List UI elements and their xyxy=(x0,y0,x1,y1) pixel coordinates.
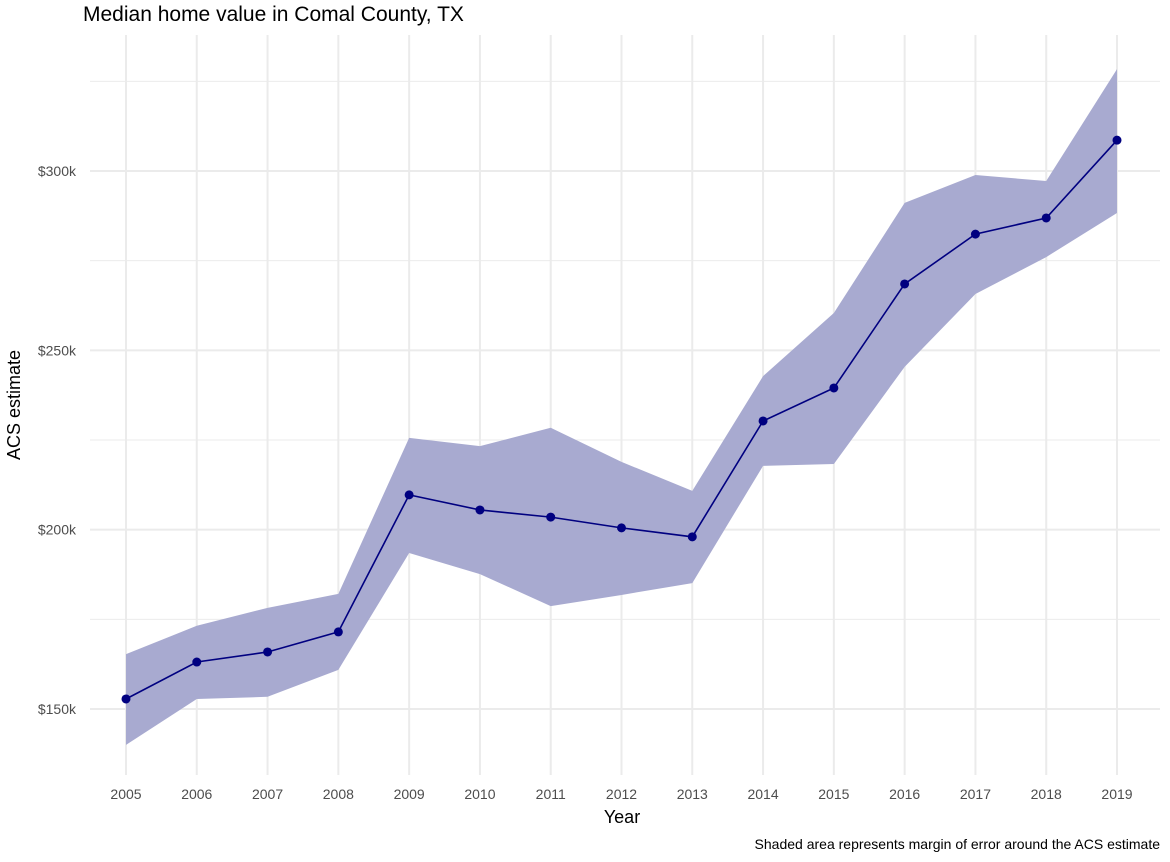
estimate-point xyxy=(1041,213,1051,223)
x-tick-label: 2019 xyxy=(1101,786,1132,802)
y-tick-label: $250k xyxy=(38,342,77,358)
y-tick-labels: $150k $200k $250k $300k xyxy=(38,163,77,717)
x-tick-labels: 2005 2006 2007 2008 2009 2010 2011 2012 2013 2014… xyxy=(110,786,1132,802)
margin-of-error-band-group xyxy=(126,69,1117,745)
estimate-point xyxy=(900,279,910,289)
estimate-points-group xyxy=(121,135,1122,704)
estimate-point xyxy=(263,647,273,657)
x-tick-label: 2011 xyxy=(536,786,566,802)
estimate-point xyxy=(758,416,768,426)
estimate-point xyxy=(475,505,485,515)
estimate-point xyxy=(333,627,343,637)
x-tick-label: 2013 xyxy=(677,786,708,802)
estimate-point xyxy=(970,229,980,239)
x-tick-label: 2016 xyxy=(889,786,920,802)
y-tick-label: $150k xyxy=(38,701,77,717)
estimate-point xyxy=(192,657,202,667)
x-tick-label: 2017 xyxy=(960,786,991,802)
x-tick-label: 2010 xyxy=(464,786,495,802)
estimate-point xyxy=(829,383,839,393)
x-tick-label: 2009 xyxy=(394,786,425,802)
margin-of-error-band xyxy=(126,69,1117,745)
y-axis-label: ACS estimate xyxy=(4,350,24,460)
x-tick-label: 2015 xyxy=(818,786,849,802)
y-tick-label: $300k xyxy=(38,163,77,179)
estimate-point xyxy=(1112,135,1122,145)
estimate-point xyxy=(121,694,131,704)
x-tick-label: 2014 xyxy=(747,786,778,802)
estimate-point xyxy=(617,523,626,533)
x-axis-label: Year xyxy=(604,807,640,827)
estimate-point xyxy=(687,532,697,542)
chart-title: Median home value in Comal County, TX xyxy=(83,3,464,26)
estimate-point xyxy=(404,490,414,500)
x-tick-label: 2012 xyxy=(606,786,637,802)
y-tick-label: $200k xyxy=(38,522,77,538)
caption: Shaded area represents margin of error a… xyxy=(755,836,1161,852)
x-tick-label: 2006 xyxy=(181,786,212,802)
estimate-point xyxy=(546,512,556,522)
x-tick-label: 2008 xyxy=(323,786,354,802)
x-tick-label: 2018 xyxy=(1031,786,1062,802)
x-tick-label: 2005 xyxy=(110,786,141,802)
x-tick-label: 2007 xyxy=(252,786,283,802)
